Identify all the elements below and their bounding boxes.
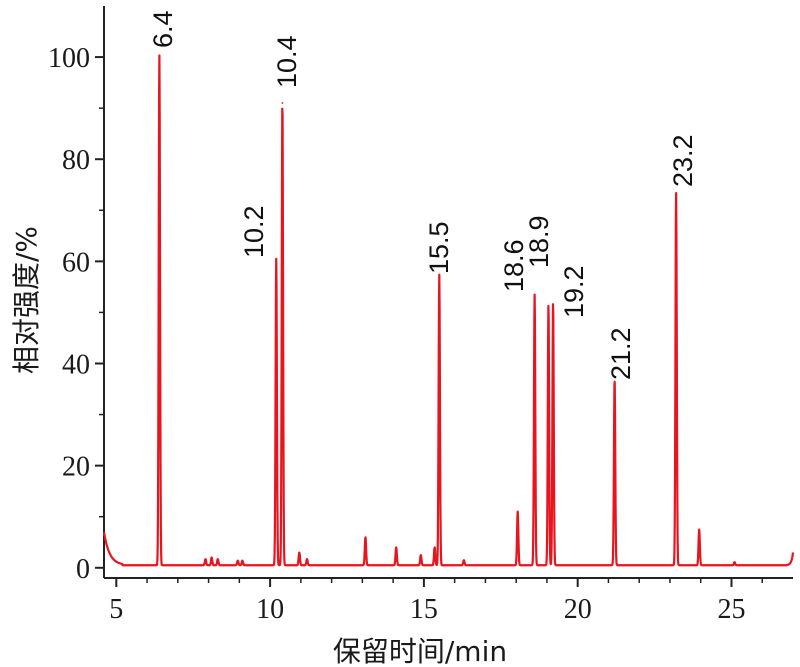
y-tick-label: 60	[62, 247, 90, 278]
x-tick-label: 20	[564, 594, 592, 625]
axes: 5 10 15 20 25 0 20 40 60 80 100	[48, 6, 793, 625]
peak-label: 18.6	[499, 239, 529, 292]
peak-point	[533, 296, 536, 299]
peak-point	[698, 531, 701, 533]
peak-point	[438, 275, 441, 278]
peak-label: 6.4	[148, 10, 178, 48]
peak-point	[433, 549, 436, 551]
x-tick-label: 15	[410, 594, 438, 625]
peak-point	[462, 561, 465, 564]
peak-labels: 6.4 10.2 10.4 15.5 18.618.919.2 21.2 23.2	[148, 10, 698, 380]
plot-area	[102, 54, 795, 567]
peak-label: 10.2	[239, 205, 269, 258]
peak-label: 18.9	[524, 215, 554, 268]
peak-point	[298, 554, 301, 556]
y-tick-label: 40	[62, 350, 90, 381]
chromatogram-trace	[102, 54, 795, 567]
peak-label: 10.4	[272, 35, 302, 88]
peak-point	[236, 562, 239, 565]
peak-point	[675, 194, 678, 196]
peak-point	[210, 559, 213, 562]
peak-point	[275, 260, 278, 263]
x-tick-label: 10	[256, 594, 284, 625]
peak-label: 23.2	[668, 134, 698, 187]
y-tick-label: 0	[76, 554, 90, 585]
peak-point	[204, 560, 207, 563]
peak-point	[547, 306, 550, 309]
peak-label: 15.5	[424, 221, 454, 274]
peak-point	[216, 560, 219, 563]
peak-point	[395, 549, 398, 551]
peak-label: 19.2	[559, 265, 589, 318]
x-axis-title: 保留时间/min	[333, 635, 507, 667]
peak-point	[241, 562, 244, 565]
x-tick-label: 5	[109, 594, 123, 625]
peak-point	[306, 560, 308, 563]
peak-point	[552, 303, 554, 306]
peak-point	[281, 102, 284, 104]
y-axis-title: 相对强度/%	[10, 226, 43, 374]
peak-point	[419, 556, 422, 559]
peak-point	[364, 538, 367, 541]
y-tick-label: 100	[48, 43, 90, 74]
peak-point	[516, 513, 519, 516]
peak-point	[158, 56, 161, 58]
peak-point	[733, 563, 736, 566]
peak-point	[613, 380, 616, 383]
y-tick-label: 20	[62, 452, 90, 483]
peak-label: 21.2	[606, 327, 636, 380]
y-tick-label: 80	[62, 145, 90, 176]
x-tick-label: 25	[717, 594, 745, 625]
